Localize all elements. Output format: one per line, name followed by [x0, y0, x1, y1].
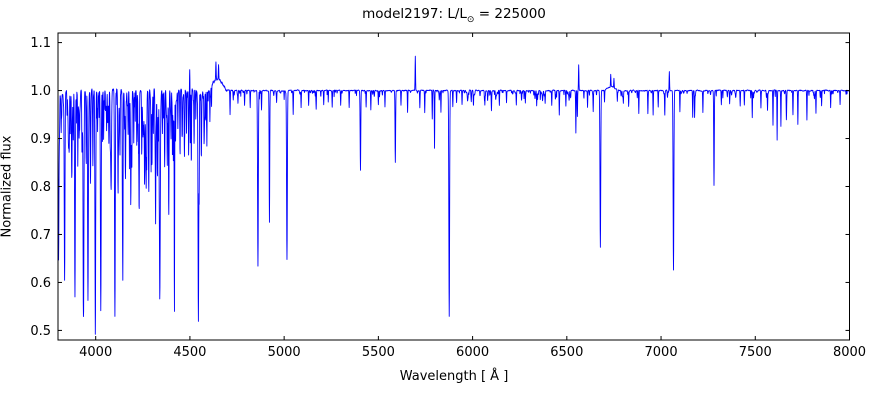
- spectrum-line: [57, 55, 850, 335]
- x-tick-label: 5000: [268, 345, 301, 360]
- x-tick-label: 7000: [645, 345, 678, 360]
- y-tick-label: 0.5: [30, 324, 51, 339]
- y-tick-label: 1.1: [30, 36, 51, 51]
- y-tick-label: 0.6: [30, 276, 51, 291]
- plot-title-value: = 225000: [474, 6, 546, 22]
- plot-title: model2197: L/L⊙ = 225000: [58, 6, 850, 25]
- x-axis-label: Wavelength [ Å ]: [399, 369, 509, 384]
- plot-frame: [57, 32, 850, 341]
- y-tick-label: 0.8: [30, 180, 51, 195]
- x-tick-label: 4500: [173, 345, 206, 360]
- sun-symbol: ⊙: [466, 15, 475, 25]
- x-tick-label: 6500: [550, 345, 583, 360]
- axis-tick-labels: 4000 4500 5000 5500 6000 6500 7000 7500 8000 0.5 0…: [30, 36, 866, 360]
- x-tick-label: 8000: [833, 345, 866, 360]
- x-tick-label: 7500: [739, 345, 772, 360]
- axis-ticks: [58, 33, 850, 340]
- y-tick-label: 0.9: [30, 132, 51, 147]
- y-tick-label: 1.0: [30, 84, 51, 99]
- x-tick-label: 6000: [456, 345, 489, 360]
- y-tick-label: 0.7: [30, 228, 51, 243]
- x-tick-label: 4000: [79, 345, 112, 360]
- plot-title-text: model2197: L/L: [362, 6, 467, 22]
- x-tick-label: 5500: [362, 345, 395, 360]
